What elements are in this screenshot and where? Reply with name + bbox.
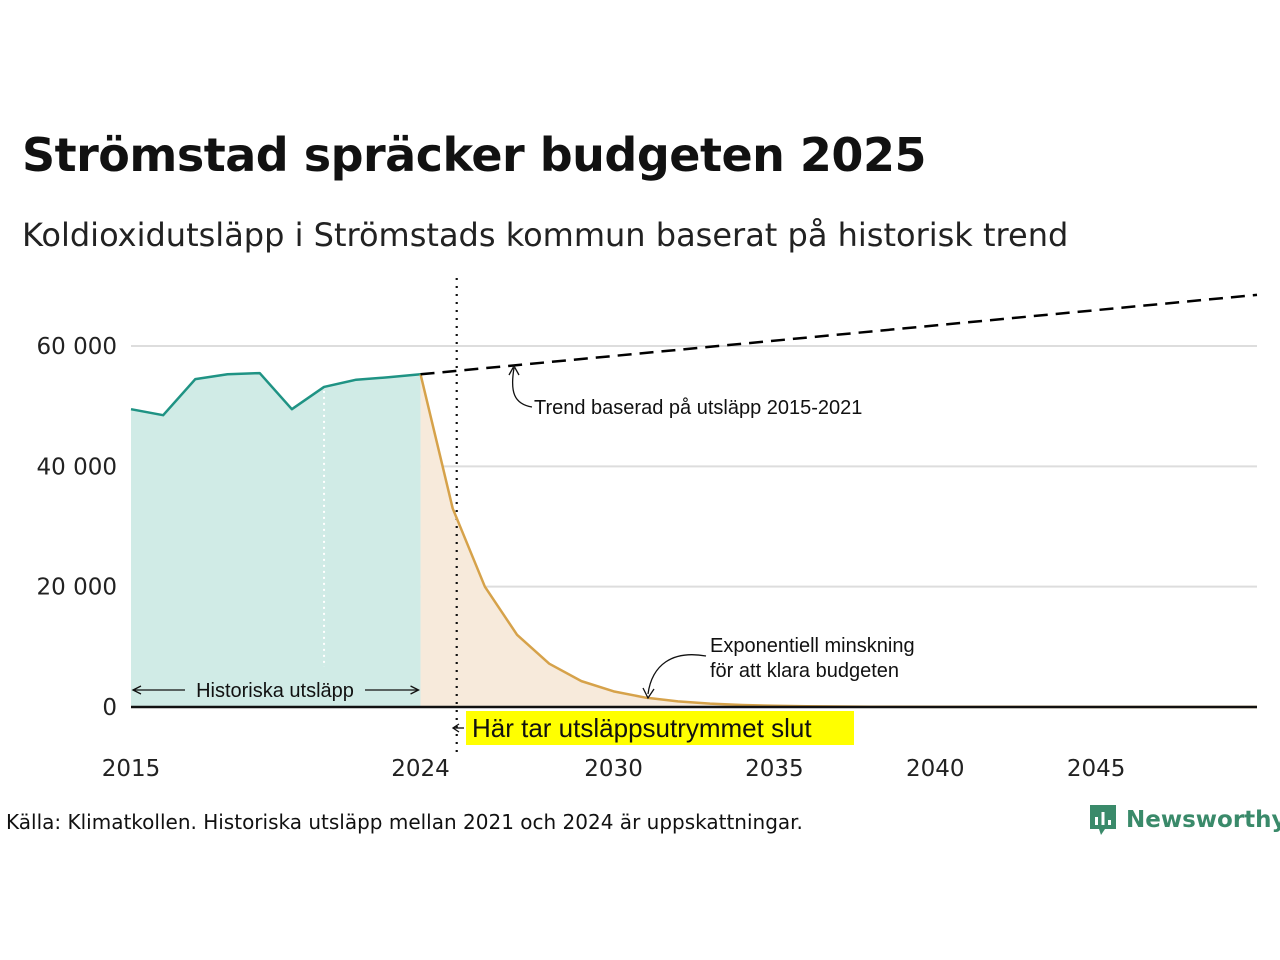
historical-area (131, 373, 421, 707)
newsworthy-logo: Newsworthy (1088, 803, 1280, 837)
trend-series-line (420, 293, 1258, 376)
reduction-annotation-line2: för att klara budgeten (710, 660, 899, 682)
chart-subtitle: Koldioxidutsläpp i Strömstads kommun bas… (22, 216, 1069, 254)
y-tick-label: 60 000 (37, 334, 117, 360)
x-tick-label: 2040 (906, 756, 965, 782)
historical-arrow-left-head (131, 685, 142, 695)
y-tick-label: 40 000 (37, 454, 117, 480)
trend-annotation: Trend baserad på utsläpp 2015-2021 (534, 397, 862, 419)
historical-arrow-right-head (410, 685, 420, 695)
x-tick-label: 2045 (1067, 756, 1126, 782)
chart-title: Strömstad spräcker budgeten 2025 (22, 128, 926, 182)
reduction-series-line (419, 373, 1258, 709)
newsworthy-bars-icon (1090, 805, 1116, 835)
reduction-annotation-line1: Exponentiell minskning (710, 635, 915, 657)
year-markers (323, 278, 458, 752)
x-tick-label: 2030 (584, 756, 643, 782)
x-tick-label: 2035 (745, 756, 804, 782)
budget-end-label: Här tar utsläppsutrymmet slut (472, 713, 812, 743)
reduction-annotation-arrow (647, 654, 707, 695)
x-tick-label: 2015 (102, 756, 161, 782)
y-tick-label: 20 000 (37, 575, 117, 601)
budget-end-highlight (466, 711, 854, 745)
reduction-annotation-arrowhead (642, 687, 655, 700)
source-note: Källa: Klimatkollen. Historiska utsläpp … (6, 810, 803, 834)
historical-label: Historiska utsläpp (196, 680, 354, 702)
historical-series-line (130, 371, 421, 417)
area-fills (131, 373, 1257, 707)
annotations: Historiska utsläpp Trend baserad på utsl… (131, 364, 915, 745)
logo-text: Newsworthy (1126, 807, 1280, 833)
reduction-area (420, 374, 1257, 707)
y-tick-label: 0 (102, 695, 117, 721)
historical-label-bg (185, 676, 365, 704)
trend-annotation-arrowhead (508, 364, 520, 376)
budget-end-arrowhead (451, 723, 460, 733)
emissions-chart: 0 20 000 40 000 60 000 2015 2024 2030 2035 2040 2… (37, 278, 1258, 782)
axes: 0 20 000 40 000 60 000 2015 2024 2030 2035 2040 2… (37, 334, 1257, 782)
trend-annotation-arrow (511, 367, 533, 408)
x-tick-label: 2024 (391, 756, 450, 782)
